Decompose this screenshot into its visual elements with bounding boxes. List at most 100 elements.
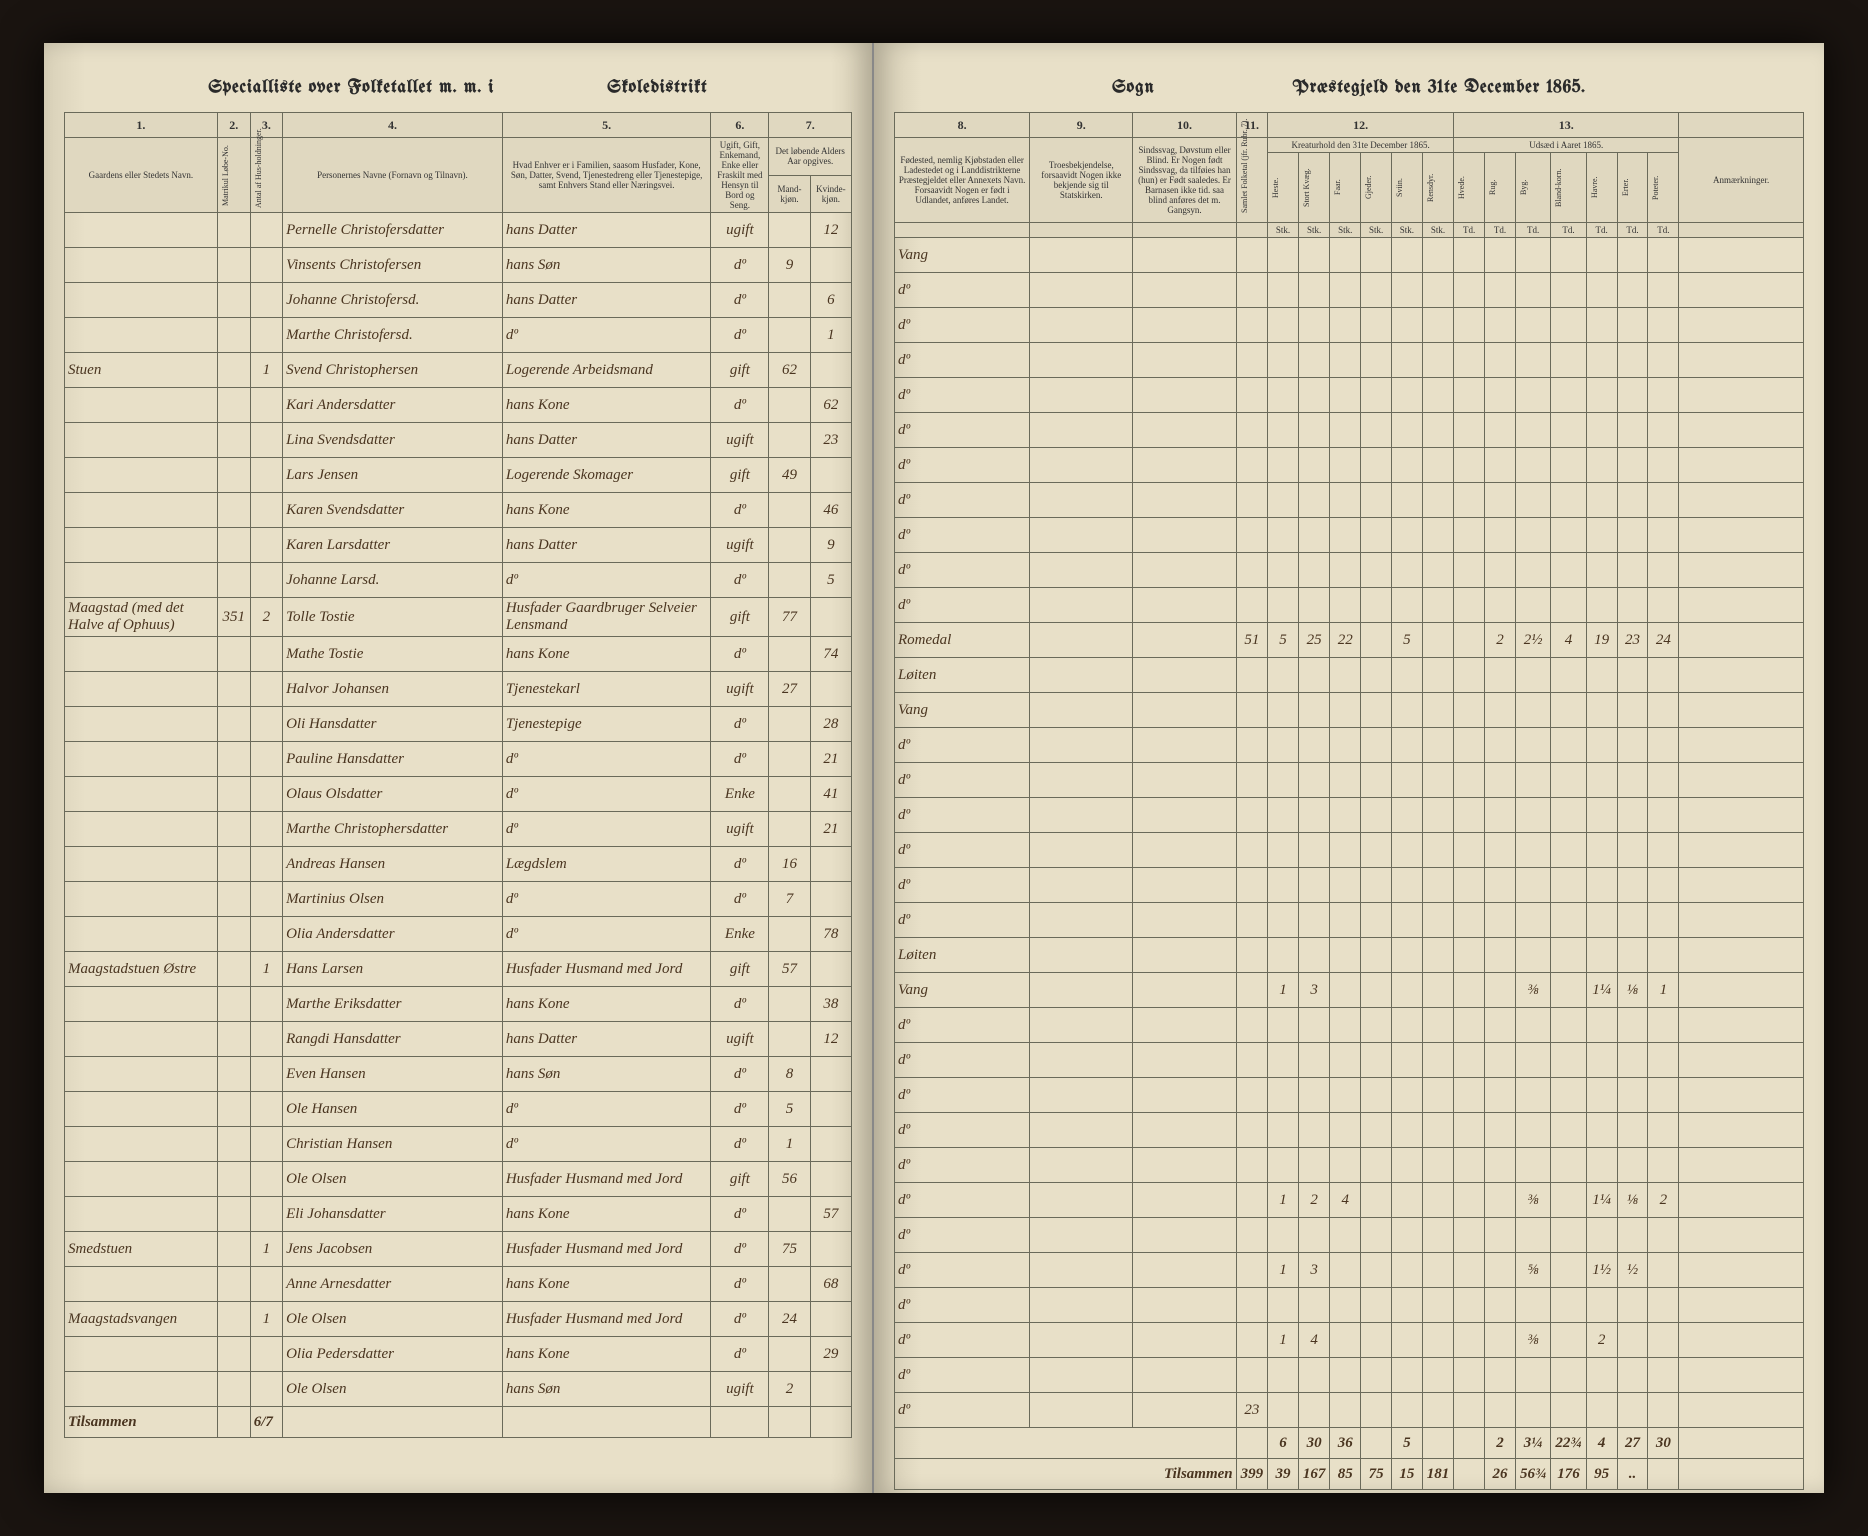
table-row: dº	[895, 1148, 1804, 1183]
poteter-cell	[1648, 483, 1679, 518]
age-m-cell: 1	[769, 1127, 810, 1162]
birth-cell: dº	[895, 798, 1030, 833]
havre-cell	[1586, 448, 1617, 483]
rensdyr-cell	[1422, 1008, 1453, 1043]
role-cell: hans Kone	[502, 1197, 711, 1232]
remark-cell	[1679, 763, 1804, 798]
kvaeg-cell	[1298, 483, 1329, 518]
left-table: 1. 2. 3. 4. 5. 6. 7. Gaardens eller Sted…	[64, 112, 852, 1438]
matrikul-cell	[217, 637, 250, 672]
status-cell: dº	[711, 1092, 769, 1127]
farm-cell	[65, 987, 218, 1022]
h-erter: Erter.	[1617, 153, 1648, 223]
age-m-cell	[769, 1022, 810, 1057]
bland-cell	[1551, 1288, 1586, 1323]
rug-cell	[1485, 1043, 1516, 1078]
table-row: dº	[895, 588, 1804, 623]
poteter-cell	[1648, 833, 1679, 868]
table-row: dº	[895, 273, 1804, 308]
disability-cell	[1133, 518, 1236, 553]
erter-cell	[1617, 868, 1648, 903]
erter-cell	[1617, 833, 1648, 868]
birth-cell: dº	[895, 1113, 1030, 1148]
rensdyr-cell	[1422, 658, 1453, 693]
heste-cell	[1268, 763, 1299, 798]
poptotal-cell	[1236, 658, 1267, 693]
remark-cell	[1679, 868, 1804, 903]
sviin-cell	[1392, 1008, 1423, 1043]
gjeder-cell	[1361, 553, 1392, 588]
poteter-cell: 24	[1648, 623, 1679, 658]
age-f-cell	[810, 248, 851, 283]
havre-cell	[1586, 1288, 1617, 1323]
poptotal-cell	[1236, 973, 1267, 1008]
sviin-cell	[1392, 588, 1423, 623]
havre-cell	[1586, 868, 1617, 903]
age-f-cell: 57	[810, 1197, 851, 1232]
kvaeg-cell	[1298, 1113, 1329, 1148]
farm-cell	[65, 847, 218, 882]
status-cell: dº	[711, 493, 769, 528]
byg-cell: ⅝	[1515, 1253, 1550, 1288]
heste-cell	[1268, 588, 1299, 623]
bland-cell	[1551, 1323, 1586, 1358]
heste-cell	[1268, 308, 1299, 343]
kvaeg-cell	[1298, 1218, 1329, 1253]
faar-cell	[1330, 1218, 1361, 1253]
farm-cell	[65, 777, 218, 812]
havre-cell: 1½	[1586, 1253, 1617, 1288]
age-f-cell	[810, 1092, 851, 1127]
person-cell: Olia Andersdatter	[283, 917, 503, 952]
age-m-cell	[769, 318, 810, 353]
faar-cell	[1330, 973, 1361, 1008]
colnum-8: 8.	[895, 113, 1030, 138]
role-cell: dº	[502, 882, 711, 917]
havre-cell	[1586, 378, 1617, 413]
disability-cell	[1133, 1113, 1236, 1148]
status-cell: gift	[711, 598, 769, 637]
h-bland: Bland-korn.	[1551, 153, 1586, 223]
remark-cell	[1679, 1288, 1804, 1323]
sviin-cell	[1392, 273, 1423, 308]
disability-cell	[1133, 588, 1236, 623]
rug-cell	[1485, 1288, 1516, 1323]
byg-cell	[1515, 518, 1550, 553]
age-f-cell: 9	[810, 528, 851, 563]
farm-cell	[65, 672, 218, 707]
byg-cell	[1515, 1008, 1550, 1043]
poptotal-cell	[1236, 343, 1267, 378]
hvede-cell	[1454, 518, 1485, 553]
bland-cell	[1551, 588, 1586, 623]
status-cell: ugift	[711, 672, 769, 707]
hvede-cell	[1454, 1008, 1485, 1043]
table-row: Christian Hansendºdº1	[65, 1127, 852, 1162]
heste-cell	[1268, 553, 1299, 588]
bland-cell	[1551, 1218, 1586, 1253]
hh-cell	[250, 742, 282, 777]
sviin-cell	[1392, 868, 1423, 903]
farm-cell	[65, 563, 218, 598]
matrikul-cell	[217, 1162, 250, 1197]
sviin-cell	[1392, 448, 1423, 483]
byg-cell	[1515, 238, 1550, 273]
person-cell: Anne Arnesdatter	[283, 1267, 503, 1302]
hh-cell	[250, 1372, 282, 1407]
disability-cell	[1133, 798, 1236, 833]
sviin-cell	[1392, 308, 1423, 343]
age-f-cell: 23	[810, 423, 851, 458]
rug-cell: 2	[1485, 623, 1516, 658]
erter-cell	[1617, 903, 1648, 938]
age-m-cell	[769, 283, 810, 318]
disability-cell	[1133, 1148, 1236, 1183]
byg-cell	[1515, 588, 1550, 623]
table-row: Oli HansdatterTjenestepigedº28	[65, 707, 852, 742]
faar-cell	[1330, 1078, 1361, 1113]
colnum-13: 13.	[1454, 113, 1679, 138]
role-cell: dº	[502, 563, 711, 598]
poteter-cell	[1648, 868, 1679, 903]
disability-cell	[1133, 868, 1236, 903]
faith-cell	[1030, 518, 1133, 553]
farm-cell	[65, 1372, 218, 1407]
poteter-cell	[1648, 1043, 1679, 1078]
hvede-cell	[1454, 1078, 1485, 1113]
